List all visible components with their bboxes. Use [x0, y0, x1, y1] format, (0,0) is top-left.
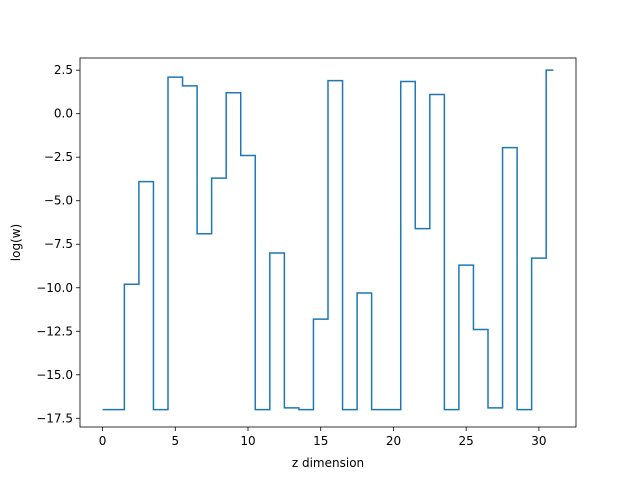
y-tick-label: −5.0 [44, 194, 73, 208]
y-axis-label: log(w) [9, 224, 23, 261]
y-axis-ticks: 2.5 0.0 −2.5 −5.0 −7.5 −10.0 −12.5 −15.0 −17.5 [36, 63, 80, 425]
x-tick-label: 10 [240, 434, 255, 448]
y-tick-label: −2.5 [44, 150, 73, 164]
x-tick-label: 0 [99, 434, 107, 448]
x-tick-label: 5 [171, 434, 179, 448]
y-tick-label: −7.5 [44, 237, 73, 251]
x-tick-label: 25 [459, 434, 474, 448]
series-layer [102, 69, 554, 411]
y-tick-label: −10.0 [36, 281, 73, 295]
series-line [102, 69, 554, 411]
x-axis-label: z dimension [292, 456, 364, 470]
y-tick-label: −12.5 [36, 324, 73, 338]
y-tick-label: 2.5 [54, 63, 73, 77]
y-tick-label: −15.0 [36, 368, 73, 382]
x-axis-ticks: 0 5 10 15 20 25 30 [99, 427, 547, 448]
plot-area-frame [79, 57, 577, 428]
y-tick-label: −17.5 [36, 411, 73, 425]
x-tick-label: 15 [313, 434, 328, 448]
x-tick-label: 20 [386, 434, 401, 448]
x-tick-label: 30 [531, 434, 546, 448]
y-tick-label: 0.0 [54, 107, 73, 121]
